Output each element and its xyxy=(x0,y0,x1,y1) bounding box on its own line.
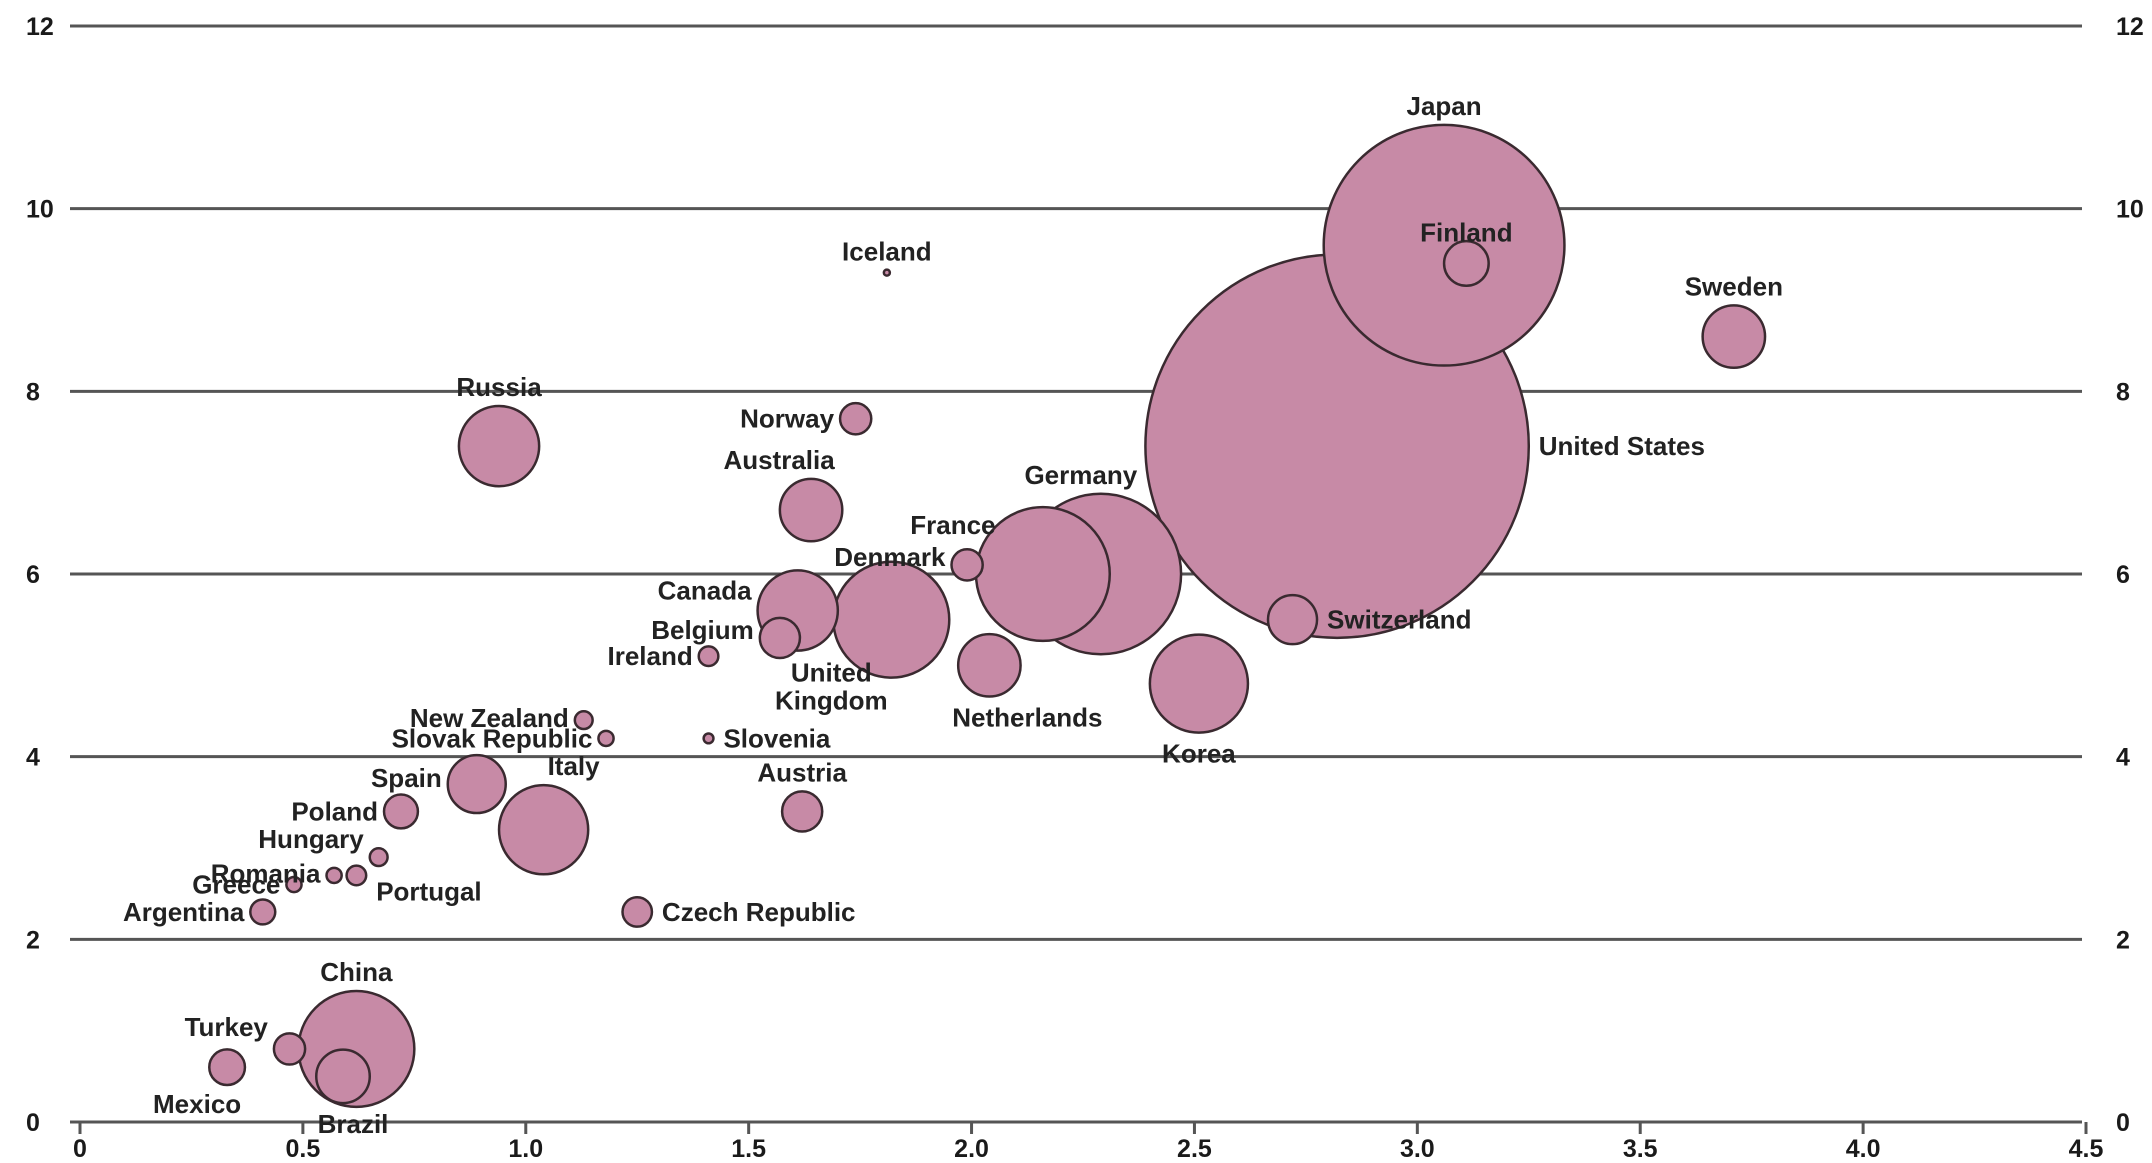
x-tick-label: 1.5 xyxy=(731,1135,766,1163)
x-tick-label: 2.0 xyxy=(954,1135,989,1163)
label-greece: Greece xyxy=(192,870,280,900)
y-tick-label-left: 12 xyxy=(26,13,54,41)
bubble-poland xyxy=(382,793,420,830)
y-tick-label-right: 6 xyxy=(2116,561,2130,589)
label-slovak-republic: Slovak Republic xyxy=(392,723,593,753)
label-hungary: Hungary xyxy=(258,824,364,854)
bubble-slovak-republic xyxy=(597,729,615,748)
y-tick-label-left: 2 xyxy=(26,926,40,954)
bubble-korea xyxy=(1148,633,1250,734)
label-romania: Romania xyxy=(211,858,321,888)
label-denmark: Denmark xyxy=(834,542,946,572)
y-tick-label-left: 4 xyxy=(26,744,40,772)
x-tick-label: 3.0 xyxy=(1400,1135,1435,1163)
x-tick-label: 0 xyxy=(73,1135,87,1163)
bubble-brazil xyxy=(315,1048,372,1105)
bubble-belgium xyxy=(758,616,802,660)
bubble-new-zealand xyxy=(573,709,594,731)
y-tick-label-right: 10 xyxy=(2116,196,2144,224)
label-china: China xyxy=(320,957,393,987)
bubble-romania xyxy=(325,866,343,885)
label-switzerland: Switzerland xyxy=(1327,605,1471,635)
label-russia: Russia xyxy=(456,372,542,402)
y-tick-label-left: 8 xyxy=(26,378,40,406)
y-tick-label-right: 12 xyxy=(2116,13,2144,41)
bubble-hungary xyxy=(368,846,389,868)
label-sweden: Sweden xyxy=(1685,271,1783,301)
bubble-austria xyxy=(780,790,824,833)
bubble-iceland xyxy=(882,268,892,277)
label-iceland: Iceland xyxy=(842,237,932,267)
bubble-sweden xyxy=(1701,304,1767,369)
bubble-france xyxy=(974,505,1111,643)
bubble-netherlands xyxy=(956,632,1022,698)
bubble-mexico xyxy=(208,1048,247,1087)
bubble-denmark xyxy=(950,548,984,582)
x-tick-label: 4.0 xyxy=(1846,1135,1881,1163)
label-brazil: Brazil xyxy=(318,1109,389,1139)
bubble-greece xyxy=(285,875,303,894)
label-czech-republic: Czech Republic xyxy=(662,897,856,927)
bubble-norway xyxy=(838,401,873,436)
bubble-australia xyxy=(778,477,844,543)
bubble-spain xyxy=(446,753,507,815)
y-tick-label-right: 8 xyxy=(2116,378,2130,406)
label-italy: Italy xyxy=(548,751,601,781)
y-tick-label-right: 2 xyxy=(2116,926,2130,954)
label-argentina: Argentina xyxy=(123,897,245,927)
bubble-argentina xyxy=(249,898,277,926)
label-australia: Australia xyxy=(723,445,835,475)
label-germany: Germany xyxy=(1024,460,1137,490)
bubble-czech-republic xyxy=(621,895,654,928)
bubble-portugal xyxy=(345,864,368,887)
label-portugal: Portugal xyxy=(376,876,481,906)
bubble-slovenia xyxy=(702,732,715,745)
label-new-zealand: New Zealand xyxy=(410,703,569,733)
label-france: France xyxy=(910,510,995,540)
y-tick-label-left: 6 xyxy=(26,561,40,589)
label-finland: Finland xyxy=(1420,217,1512,247)
label-norway: Norway xyxy=(740,404,834,434)
x-tick-label: 0.5 xyxy=(286,1135,321,1163)
label-netherlands: Netherlands xyxy=(952,703,1102,733)
bubble-italy xyxy=(497,783,590,876)
label-united-kingdom-line1: United xyxy=(791,658,872,688)
country-labels: Japan Finland Iceland Sweden United States Ru… xyxy=(123,91,1783,1139)
bubble-turkey xyxy=(272,1032,307,1066)
label-turkey: Turkey xyxy=(185,1012,269,1042)
y-tick-label-left: 0 xyxy=(26,1109,40,1137)
label-austria: Austria xyxy=(757,757,847,787)
label-slovenia: Slovenia xyxy=(723,723,830,753)
label-canada: Canada xyxy=(658,576,752,606)
x-tick-label: 2.5 xyxy=(1177,1135,1212,1163)
axis-tick-labels: 0 0 2 2 4 4 6 6 8 8 10 10 12 12 0 0.5 1.0 1.5 2.0 2.5 3.0 3.5… xyxy=(26,13,2144,1163)
grid-lines xyxy=(70,24,2082,1124)
y-tick-label-right: 0 xyxy=(2116,1109,2130,1137)
x-tick-label: 3.5 xyxy=(1623,1135,1658,1163)
label-united-kingdom-line2: Kingdom xyxy=(775,686,888,716)
label-ireland: Ireland xyxy=(607,641,692,671)
label-belgium: Belgium xyxy=(651,615,754,645)
label-spain: Spain xyxy=(371,763,442,793)
label-mexico: Mexico xyxy=(153,1089,241,1119)
bubble-switzerland xyxy=(1266,593,1319,646)
label-japan: Japan xyxy=(1407,91,1482,121)
label-united-states: United States xyxy=(1539,431,1705,461)
bubble-japan xyxy=(1322,123,1566,367)
bubble-ireland xyxy=(697,645,720,668)
label-poland: Poland xyxy=(291,796,378,826)
x-tick-label: 4.5 xyxy=(2069,1135,2104,1163)
x-tick-label: 1.0 xyxy=(508,1135,543,1163)
y-tick-label-left: 10 xyxy=(26,196,54,224)
bubble-russia xyxy=(457,404,541,488)
y-tick-label-right: 4 xyxy=(2116,744,2130,772)
bubble-finland xyxy=(1442,239,1490,288)
bubbles xyxy=(208,123,1767,1109)
label-korea: Korea xyxy=(1162,739,1236,769)
